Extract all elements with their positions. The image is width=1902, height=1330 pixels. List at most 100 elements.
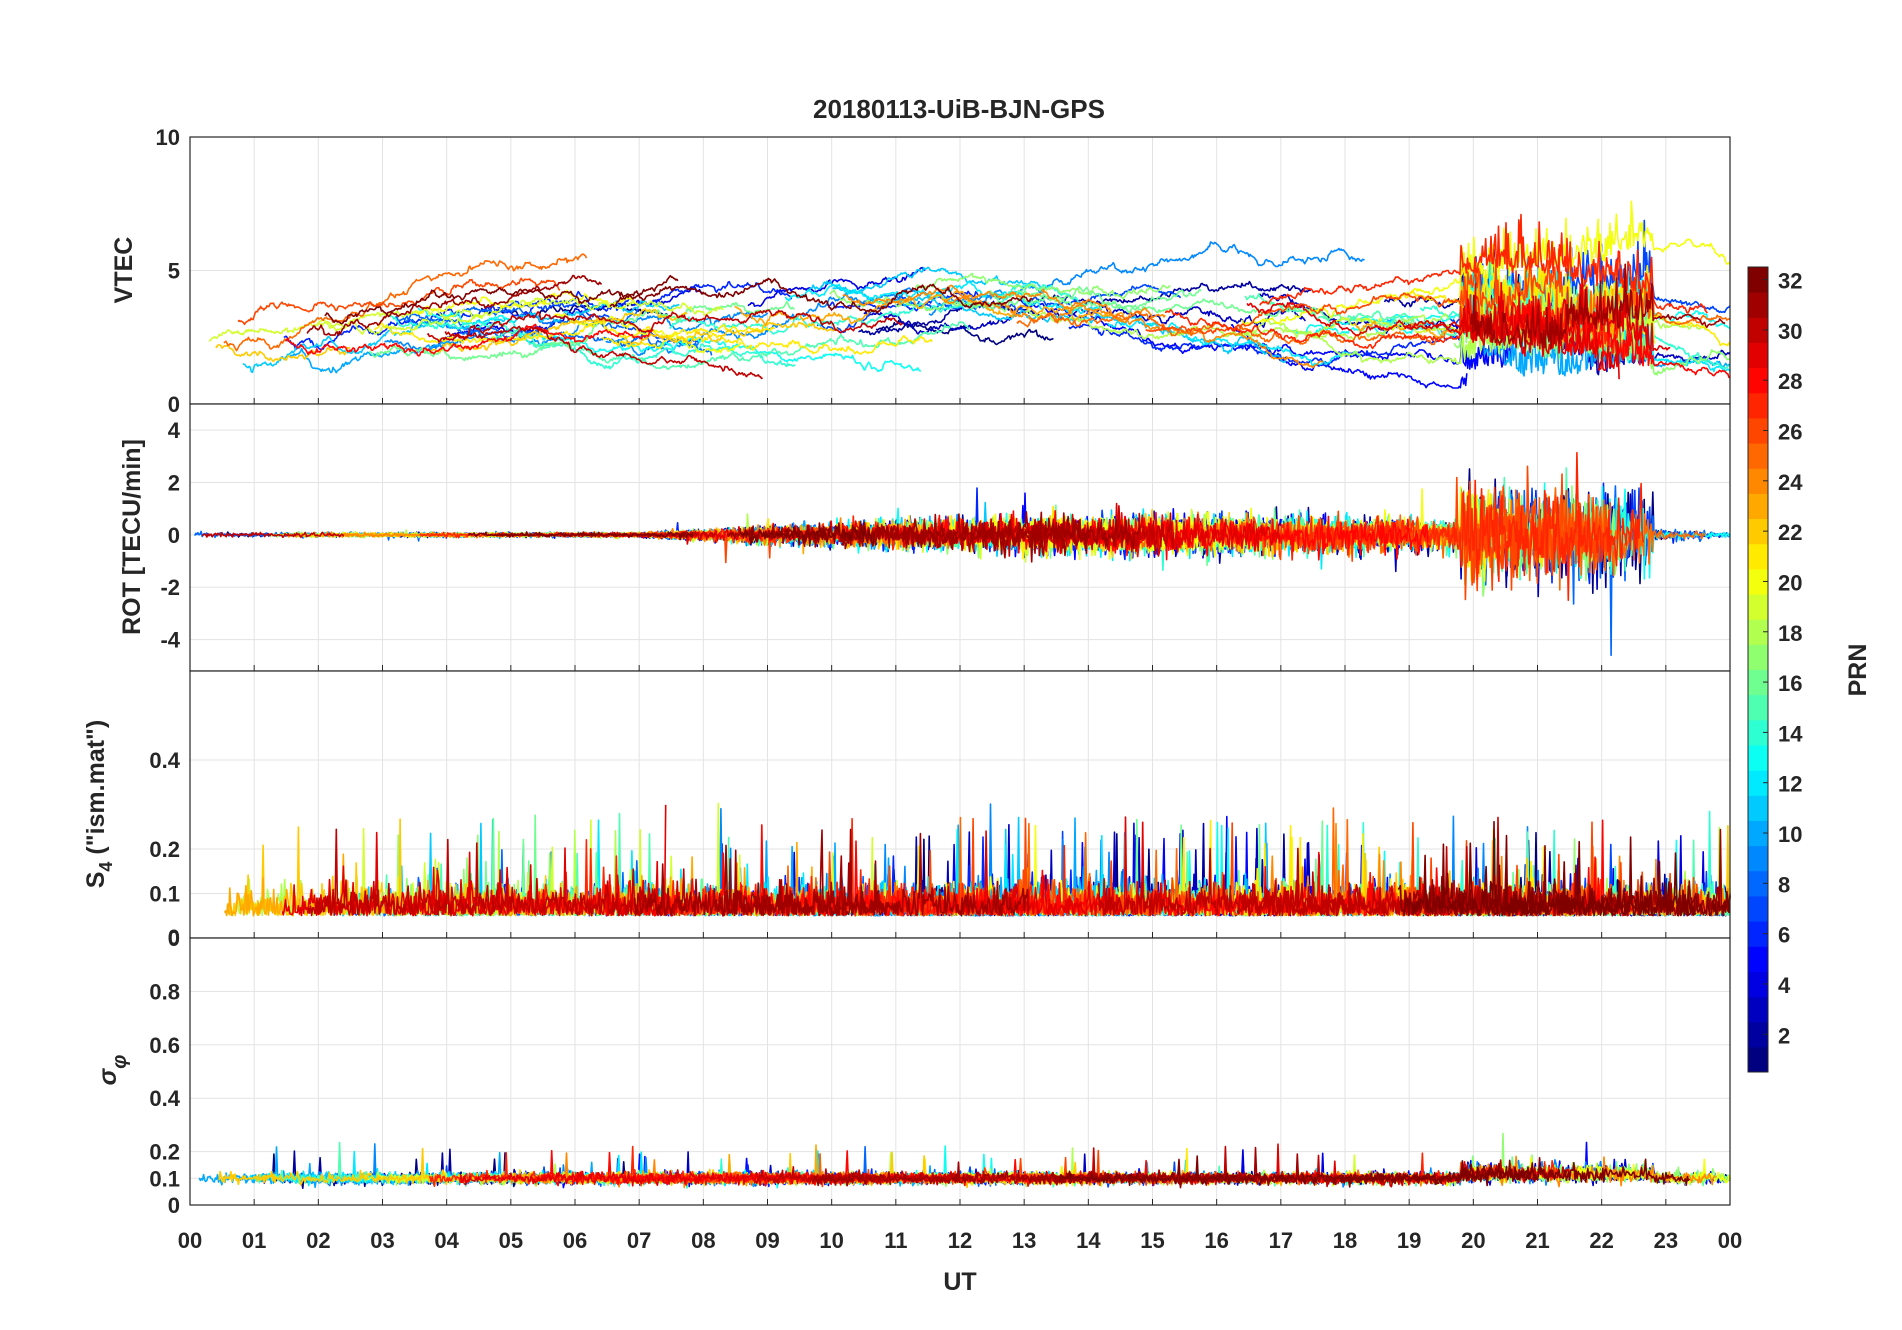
colorbar-tick-label: 10 bbox=[1778, 822, 1802, 847]
y-tick-label: 0.2 bbox=[149, 1140, 180, 1165]
colorbar-segment bbox=[1748, 568, 1768, 595]
colorbar-segment bbox=[1748, 267, 1768, 293]
x-tick-label: 00 bbox=[1718, 1228, 1742, 1253]
colorbar-segment bbox=[1748, 870, 1768, 897]
x-tick-label: 04 bbox=[434, 1228, 459, 1253]
x-tick-label: 07 bbox=[627, 1228, 651, 1253]
y-axis-label-sub: 4 bbox=[96, 862, 116, 872]
x-tick-label: 02 bbox=[306, 1228, 330, 1253]
prn-17-trace bbox=[914, 272, 1171, 300]
prn-28-trace bbox=[285, 323, 654, 357]
sigma-phi-panel: 00.10.2 0.4 0.6 0.8 σφ bbox=[94, 937, 1731, 1218]
x-tick-label: 08 bbox=[691, 1228, 715, 1253]
colorbar-segment bbox=[1748, 1021, 1768, 1048]
prn-25-trace bbox=[223, 253, 588, 352]
y-tick-label: 5 bbox=[168, 259, 180, 284]
y-tick-label: 0.8 bbox=[149, 979, 180, 1004]
x-tick-label: 12 bbox=[948, 1228, 972, 1253]
y-axis-label-main: σ bbox=[94, 1067, 122, 1085]
prn-6-trace bbox=[283, 280, 793, 351]
prn-13-trace bbox=[417, 307, 921, 373]
y-tick-label: -2 bbox=[160, 575, 180, 600]
x-tick-labels: 00 01 02 03 04 05 06 07 08 09 10 11 12 13 14 15 16 17 18 19… bbox=[178, 1228, 1742, 1253]
colorbar-segment bbox=[1748, 946, 1768, 972]
prn-32-trace bbox=[324, 274, 679, 325]
series-lines bbox=[223, 802, 1731, 917]
colorbar-segment bbox=[1748, 342, 1768, 369]
chart-title: 20180113-UiB-BJN-GPS bbox=[813, 94, 1105, 124]
series-lines bbox=[208, 200, 1731, 389]
prn-26-trace bbox=[237, 277, 561, 326]
x-tick-label: 22 bbox=[1589, 1228, 1613, 1253]
x-tick-label: 15 bbox=[1140, 1228, 1164, 1253]
x-tick-label: 17 bbox=[1269, 1228, 1293, 1253]
colorbar-tick-label: 8 bbox=[1778, 872, 1790, 897]
colorbar-segment bbox=[1748, 392, 1768, 419]
prn-32-trace bbox=[1059, 1155, 1298, 1187]
colorbar-tick-label: 4 bbox=[1778, 973, 1791, 998]
colorbar-segment bbox=[1748, 845, 1768, 872]
x-tick-label: 14 bbox=[1076, 1228, 1101, 1253]
y-tick-labels: 00.10.2 0.4 0.6 0.8 bbox=[149, 979, 180, 1218]
y-axis-label-rest: ("ism.mat") bbox=[82, 720, 110, 862]
prn-30-trace bbox=[444, 325, 763, 380]
prn-26-trace bbox=[1145, 248, 1563, 335]
colorbar-tick-label: 12 bbox=[1778, 772, 1802, 797]
y-tick-label: 0.2 bbox=[149, 837, 180, 862]
colorbar-tick-label: 24 bbox=[1778, 470, 1803, 495]
x-tick-label: 13 bbox=[1012, 1228, 1036, 1253]
y-tick-labels: 0 5 10 bbox=[156, 125, 180, 417]
y-tick-label: 0 bbox=[168, 523, 180, 548]
prn-12-trace bbox=[784, 280, 1103, 316]
prn-20-trace bbox=[553, 312, 742, 354]
y-axis-label-main: S bbox=[82, 872, 110, 889]
prn-31-trace bbox=[842, 510, 1141, 563]
colorbar-segment bbox=[1748, 518, 1768, 545]
prn-32-trace bbox=[739, 522, 875, 547]
y-tick-label: -4 bbox=[160, 628, 180, 653]
y-tick-label: 0.4 bbox=[149, 1086, 180, 1111]
prn-1-trace bbox=[480, 303, 670, 319]
rot-panel: -4 -2 0 2 4 ROT [TECU/min] bbox=[118, 403, 1731, 672]
x-tick-label: 21 bbox=[1525, 1228, 1549, 1253]
y-tick-label: 0 bbox=[168, 926, 180, 951]
x-tick-label: 16 bbox=[1204, 1228, 1228, 1253]
prn-22-trace bbox=[215, 343, 351, 363]
prn-22-trace bbox=[623, 321, 839, 346]
y-tick-labels: 0 0.1 0.2 0.4 bbox=[149, 748, 180, 951]
y-tick-label: 0 bbox=[168, 1193, 180, 1218]
x-tick-label: 00 bbox=[178, 1228, 202, 1253]
colorbar-segment bbox=[1748, 820, 1768, 847]
y-axis-label: S4 ("ism.mat") bbox=[82, 720, 116, 889]
colorbar-segment bbox=[1748, 694, 1768, 721]
colorbar-segment bbox=[1748, 543, 1768, 570]
colorbar-segment bbox=[1748, 719, 1768, 746]
colorbar-segment bbox=[1748, 795, 1768, 821]
prn-30-trace bbox=[307, 828, 689, 917]
prn-32-trace bbox=[1436, 834, 1731, 917]
x-tick-label: 10 bbox=[819, 1228, 843, 1253]
prn-27-trace bbox=[1259, 213, 1708, 314]
y-tick-label: 0.6 bbox=[149, 1033, 180, 1058]
colorbar-segment bbox=[1748, 921, 1768, 947]
colorbar-segment bbox=[1748, 669, 1768, 696]
colorbar-segment bbox=[1748, 493, 1768, 520]
colorbar-tick-label: 6 bbox=[1778, 923, 1790, 948]
prn-24-trace bbox=[842, 284, 1324, 369]
colorbar-segment bbox=[1748, 317, 1768, 343]
x-tick-label: 18 bbox=[1333, 1228, 1357, 1253]
colorbar-segment bbox=[1748, 443, 1768, 469]
colorbar-tick-label: 16 bbox=[1778, 671, 1802, 696]
colorbar-tick-label: 22 bbox=[1778, 520, 1802, 545]
colorbar-tick-label: 2 bbox=[1778, 1023, 1790, 1048]
prn-21-trace bbox=[601, 332, 933, 355]
colorbar-segment bbox=[1748, 468, 1768, 494]
colorbar-segment bbox=[1748, 971, 1768, 998]
colorbar-segment bbox=[1748, 1046, 1768, 1073]
colorbar-segment bbox=[1748, 292, 1768, 318]
series-lines bbox=[193, 451, 1731, 657]
prn-29-trace bbox=[1404, 281, 1620, 380]
prn-3-trace bbox=[863, 304, 1306, 335]
